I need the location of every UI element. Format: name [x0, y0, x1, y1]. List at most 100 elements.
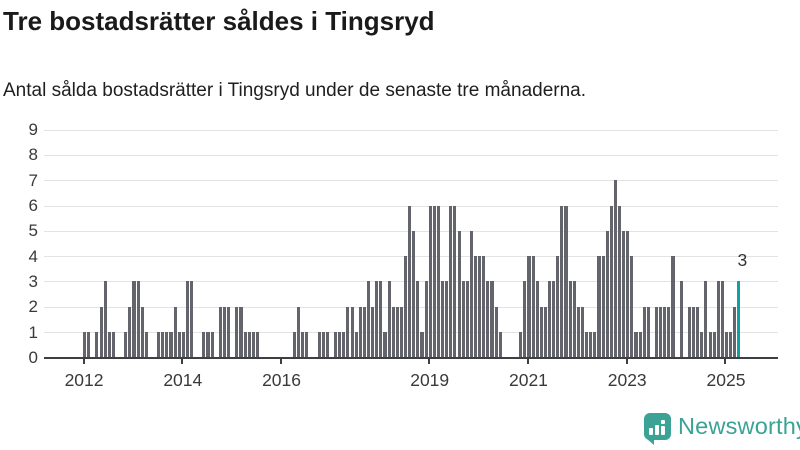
bar — [626, 230, 630, 358]
bar — [346, 306, 350, 358]
bar — [99, 306, 103, 358]
bar — [391, 306, 395, 358]
bar — [634, 332, 638, 358]
bar — [700, 332, 704, 358]
bar — [642, 306, 646, 358]
bar — [140, 306, 144, 358]
bar — [399, 306, 403, 358]
bar — [478, 256, 482, 358]
bar — [560, 205, 564, 358]
bar — [692, 306, 696, 358]
bar — [469, 230, 473, 358]
y-axis-label-5: 5 — [28, 221, 38, 241]
bar — [366, 281, 371, 358]
bar — [358, 306, 362, 358]
x-axis-label-2019: 2019 — [410, 370, 450, 391]
bar-glyph-medium — [655, 425, 659, 435]
bar — [679, 281, 683, 358]
bar — [630, 256, 634, 358]
bar — [173, 306, 177, 358]
bar — [729, 332, 733, 358]
bar — [128, 306, 132, 358]
bar — [593, 332, 597, 358]
chart-subtitle: Antal sålda bostadsrätter i Tingsryd und… — [3, 80, 587, 101]
bar — [132, 281, 136, 358]
x-axis-label-2023: 2023 — [607, 370, 647, 391]
bar — [605, 230, 609, 358]
bar — [428, 205, 432, 358]
bar — [609, 205, 613, 358]
bar — [576, 306, 580, 358]
bar — [317, 332, 321, 358]
bar — [375, 281, 379, 358]
newsworthy-logo[interactable]: Newsworthy — [644, 413, 800, 445]
bar — [638, 332, 642, 358]
bar — [157, 332, 161, 358]
bar — [490, 281, 494, 358]
bar — [613, 180, 617, 358]
bar — [659, 306, 663, 358]
y-axis-label-7: 7 — [28, 170, 38, 190]
bar — [95, 332, 99, 358]
bar — [350, 306, 354, 358]
bar — [424, 281, 428, 358]
bar — [712, 332, 716, 358]
bar — [724, 332, 729, 358]
bar — [568, 281, 572, 358]
bar — [461, 281, 465, 358]
bar — [136, 281, 140, 358]
y-axis-label-1: 1 — [28, 322, 38, 342]
bar — [354, 332, 358, 358]
bar — [416, 281, 420, 358]
bar — [251, 332, 255, 358]
bar — [486, 281, 490, 358]
bar — [305, 332, 309, 358]
bar — [523, 281, 527, 358]
bar-latest-highlight — [737, 281, 741, 358]
bar — [210, 332, 214, 358]
bar-glyph-dot — [661, 419, 665, 424]
bar — [519, 332, 523, 358]
bar — [473, 256, 478, 358]
bar — [436, 205, 441, 358]
bar — [543, 306, 547, 358]
bar — [457, 230, 461, 358]
bar — [103, 281, 107, 358]
bar — [243, 332, 247, 358]
bar — [124, 332, 128, 358]
gridline-7 — [44, 180, 778, 182]
bar — [453, 205, 457, 358]
bar — [227, 306, 231, 358]
bar — [539, 306, 543, 358]
bar — [206, 332, 210, 358]
bar — [342, 332, 346, 358]
x-tick-2012 — [82, 359, 85, 365]
bar — [379, 281, 383, 358]
x-axis-label-2014: 2014 — [163, 370, 203, 391]
bar — [247, 332, 251, 358]
bar — [465, 281, 469, 358]
bar — [190, 281, 194, 358]
bar — [671, 256, 675, 358]
newsworthy-logo-text: Newsworthy — [678, 413, 800, 439]
y-axis-label-9: 9 — [28, 120, 38, 140]
bar — [87, 332, 91, 358]
bar — [83, 332, 87, 358]
bar — [535, 281, 539, 358]
bar — [239, 306, 243, 358]
bar-glyph-tall — [661, 426, 665, 435]
x-tick-2025 — [724, 359, 727, 365]
bar — [704, 281, 708, 358]
bar — [165, 332, 169, 358]
page-title: Tre bostadsrätter såldes i Tingsryd — [3, 6, 435, 36]
bar — [321, 332, 325, 358]
x-tick-2016 — [280, 359, 283, 365]
bar — [255, 332, 259, 358]
x-axis-label-2025: 2025 — [706, 370, 746, 391]
y-axis-label-6: 6 — [28, 196, 38, 215]
bar — [387, 281, 391, 358]
x-axis-line — [44, 356, 778, 360]
bar — [597, 256, 601, 358]
last-value-annotation: 3 — [737, 250, 748, 271]
